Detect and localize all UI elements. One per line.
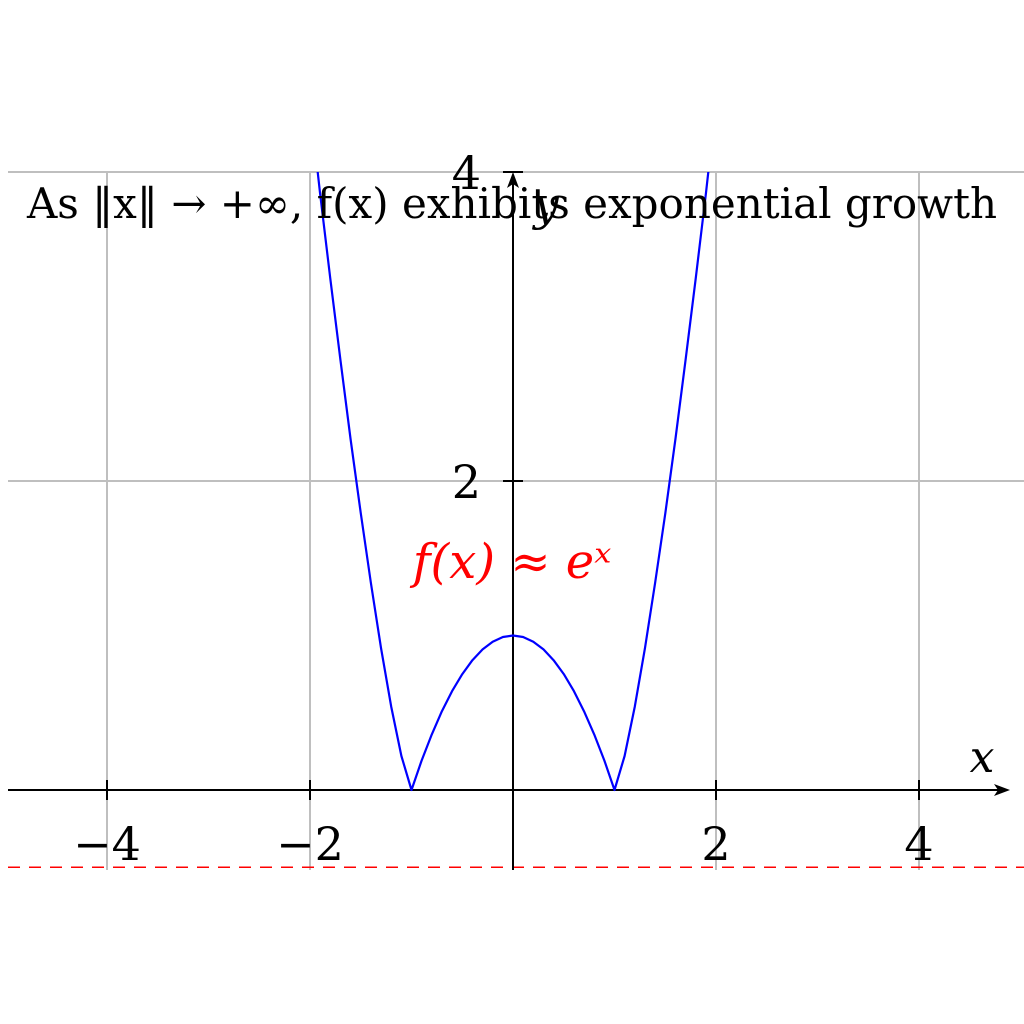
x-tick-label: −4	[73, 817, 141, 871]
curve-annotation: f(x) ≈ eˣ	[410, 534, 611, 590]
x-axis-arrowhead	[994, 784, 1010, 796]
x-axis-label: x	[970, 732, 995, 783]
annotations: As ‖x‖ → +∞, f(x) exhibits exponential g…	[26, 179, 997, 590]
curves	[316, 172, 710, 792]
y-axis-arrowhead	[507, 172, 519, 188]
grid	[8, 171, 1024, 870]
y-tick-label: 4	[452, 146, 481, 200]
series-line-1	[316, 172, 710, 792]
x-tick-label: 2	[701, 817, 730, 871]
axes	[8, 171, 1010, 870]
x-tick-label: −2	[276, 817, 344, 871]
top-annotation: As ‖x‖ → +∞, f(x) exhibits exponential g…	[26, 179, 997, 228]
x-tick-label: 4	[904, 817, 933, 871]
y-tick-label: 2	[452, 455, 481, 509]
y-axis-label: y	[532, 180, 560, 231]
